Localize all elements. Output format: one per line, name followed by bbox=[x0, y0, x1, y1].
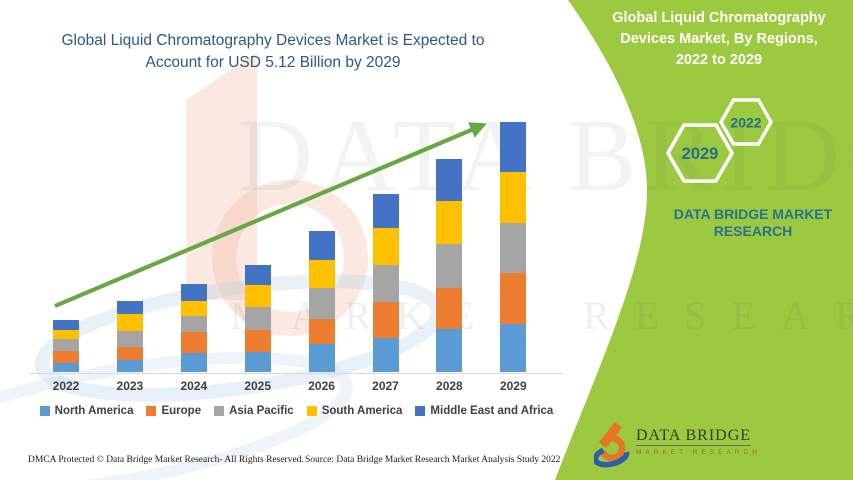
bar-segment-north-america-2023 bbox=[116, 360, 143, 372]
year-label-2027: 2027 bbox=[372, 379, 399, 393]
chart-legend: North America Europe Asia Pacific South Ame… bbox=[30, 405, 563, 417]
bar-segment-europe-2022 bbox=[53, 351, 79, 364]
panel-title-line1: Global Liquid Chromatography bbox=[612, 10, 826, 26]
bar-segment-asia-pacific-2027 bbox=[372, 264, 399, 303]
year-label-2023: 2023 bbox=[116, 379, 144, 393]
year-label-2028: 2028 bbox=[436, 379, 463, 393]
legend-swatch bbox=[146, 406, 157, 416]
bar-segment-asia-pacific-2023 bbox=[116, 330, 143, 348]
databridge-logo-icon bbox=[594, 421, 630, 468]
year-label-2022: 2022 bbox=[52, 379, 80, 393]
databridge-logo: DATA BRIDGE MARKET RESEARCH bbox=[594, 420, 761, 468]
bar-segment-middle-east-and-africa-2029 bbox=[500, 122, 527, 173]
bar-segment-europe-2026 bbox=[308, 318, 335, 345]
bar-2029 bbox=[500, 122, 527, 372]
bar-segment-south-america-2023 bbox=[116, 313, 143, 331]
year-label-2024: 2024 bbox=[180, 379, 208, 393]
bar-segment-north-america-2026 bbox=[308, 344, 335, 372]
legend-item-asia-pacific: Asia Pacific bbox=[214, 405, 294, 417]
bar-segment-middle-east-and-africa-2024 bbox=[180, 284, 207, 302]
bar-segment-south-america-2028 bbox=[436, 200, 463, 244]
bar-segment-asia-pacific-2029 bbox=[500, 223, 527, 273]
legend-item-south-america: South America bbox=[306, 405, 403, 417]
chart-title-line1: Global Liquid Chromatography Devices Mar… bbox=[61, 32, 485, 49]
bar-segment-north-america-2027 bbox=[372, 337, 399, 372]
logo-name: DATA BRIDGE bbox=[636, 427, 752, 446]
brand-text: DATA BRIDGE MARKET RESEARCH bbox=[660, 206, 846, 240]
chart-title: Global Liquid Chromatography Devices Mar… bbox=[30, 30, 516, 74]
legend-swatch bbox=[39, 406, 50, 416]
x-axis-labels: 2022 2023 2024 2025 2026 2027 2028 2029 bbox=[30, 379, 563, 395]
bar-segment-south-america-2027 bbox=[372, 228, 399, 265]
x-axis-line bbox=[30, 373, 563, 374]
bar-segment-south-america-2024 bbox=[180, 301, 207, 317]
bar-segment-south-america-2022 bbox=[53, 329, 79, 340]
bar-2023 bbox=[116, 301, 143, 372]
legend-label: South America bbox=[321, 405, 403, 417]
bar-segment-asia-pacific-2028 bbox=[436, 244, 463, 288]
bar-segment-south-america-2029 bbox=[500, 172, 527, 224]
legend-swatch bbox=[415, 406, 426, 416]
chart-title-line2: Account for USD 5.12 Billion by 2029 bbox=[145, 54, 401, 71]
panel-title-line3: 2022 to 2029 bbox=[675, 52, 763, 68]
footer-dmca: DMCA Protected © Data Bridge Market Rese… bbox=[28, 455, 304, 465]
brand-text-line1: DATA BRIDGE MARKET bbox=[673, 206, 833, 222]
bar-segment-north-america-2024 bbox=[180, 353, 207, 372]
legend-label: North America bbox=[54, 405, 134, 417]
bar-segment-europe-2024 bbox=[180, 332, 207, 353]
year-label-2025: 2025 bbox=[244, 379, 272, 393]
bar-2022 bbox=[53, 320, 79, 372]
bar-2028 bbox=[436, 158, 463, 372]
bar-segment-europe-2028 bbox=[436, 287, 463, 329]
bar-chart-area bbox=[30, 100, 563, 372]
bar-segment-europe-2025 bbox=[244, 329, 271, 352]
brand-text-line2: RESEARCH bbox=[713, 223, 793, 239]
bar-segment-middle-east-and-africa-2026 bbox=[308, 230, 335, 261]
footer-source: Source: Data Bridge Market Research Mark… bbox=[305, 455, 561, 465]
bar-segment-north-america-2029 bbox=[500, 324, 527, 372]
legend-item-europe: Europe bbox=[146, 405, 201, 417]
bar-segment-asia-pacific-2022 bbox=[53, 339, 79, 352]
bar-segment-asia-pacific-2025 bbox=[244, 307, 271, 330]
bar-2027 bbox=[372, 194, 399, 372]
legend-label: Middle East and Africa bbox=[430, 405, 554, 417]
bar-segment-north-america-2025 bbox=[244, 352, 271, 372]
legend-swatch bbox=[306, 406, 317, 416]
green-side-panel bbox=[555, 0, 853, 480]
legend-item-middle-east-and-africa: Middle East and Africa bbox=[415, 405, 553, 417]
bar-segment-middle-east-and-africa-2023 bbox=[116, 301, 143, 314]
logo-subtitle: MARKET RESEARCH bbox=[636, 449, 761, 456]
panel-title-line2: Devices Market, By Regions, bbox=[620, 31, 818, 47]
legend-label: Europe bbox=[161, 405, 202, 417]
bar-segment-middle-east-and-africa-2022 bbox=[53, 320, 79, 330]
legend-swatch bbox=[214, 406, 225, 416]
bar-segment-middle-east-and-africa-2027 bbox=[372, 194, 399, 229]
legend-label: Asia Pacific bbox=[229, 405, 294, 417]
bar-segment-asia-pacific-2026 bbox=[308, 288, 335, 319]
bar-2026 bbox=[308, 230, 335, 372]
bar-segment-middle-east-and-africa-2028 bbox=[436, 158, 463, 201]
bar-segment-asia-pacific-2024 bbox=[180, 316, 207, 332]
bar-segment-south-america-2025 bbox=[244, 285, 271, 307]
year-label-2026: 2026 bbox=[308, 379, 335, 393]
bar-segment-south-america-2026 bbox=[308, 260, 335, 289]
bar-2024 bbox=[180, 284, 207, 372]
databridge-logo-text: DATA BRIDGE MARKET RESEARCH bbox=[636, 427, 761, 456]
year-label-2029: 2029 bbox=[499, 379, 527, 393]
bar-segment-europe-2023 bbox=[116, 347, 143, 361]
bar-segment-europe-2027 bbox=[372, 302, 399, 338]
bar-segment-europe-2029 bbox=[500, 272, 527, 325]
legend-item-north-america: North America bbox=[39, 405, 134, 417]
bar-2025 bbox=[244, 264, 271, 372]
bar-segment-middle-east-and-africa-2025 bbox=[244, 264, 271, 285]
bar-segment-north-america-2022 bbox=[53, 363, 79, 372]
panel-title: Global Liquid Chromatography Devices Mar… bbox=[595, 8, 843, 71]
bar-segment-north-america-2028 bbox=[436, 329, 463, 372]
